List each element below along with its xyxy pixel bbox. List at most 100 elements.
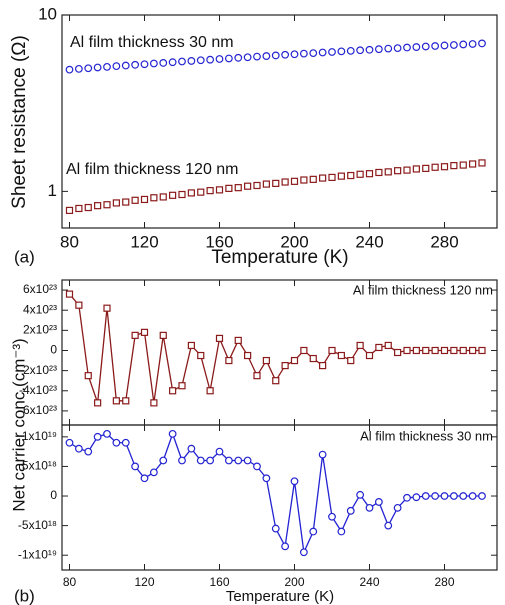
marker bbox=[187, 341, 195, 350]
x-axis-label: Temperature (K) bbox=[211, 247, 348, 268]
x-tick-label: 160 bbox=[205, 232, 233, 251]
marker bbox=[187, 57, 196, 65]
marker bbox=[262, 52, 271, 60]
marker bbox=[262, 356, 270, 365]
marker bbox=[459, 40, 468, 49]
marker bbox=[281, 542, 290, 551]
marker bbox=[290, 177, 299, 185]
marker bbox=[365, 503, 374, 512]
marker bbox=[319, 361, 327, 370]
marker bbox=[337, 527, 346, 536]
marker bbox=[272, 377, 280, 385]
marker bbox=[440, 163, 449, 171]
marker bbox=[281, 361, 289, 370]
marker bbox=[328, 48, 336, 56]
marker bbox=[131, 331, 139, 339]
marker bbox=[468, 492, 477, 500]
marker bbox=[309, 175, 317, 183]
marker bbox=[328, 173, 336, 182]
marker bbox=[121, 438, 130, 447]
marker bbox=[356, 490, 365, 499]
marker bbox=[271, 51, 280, 60]
marker bbox=[178, 382, 186, 390]
marker bbox=[131, 60, 140, 69]
marker bbox=[65, 438, 74, 447]
marker bbox=[215, 186, 224, 194]
marker bbox=[375, 168, 383, 177]
marker bbox=[131, 462, 140, 471]
marker bbox=[403, 43, 411, 52]
panel-label: (a) bbox=[14, 247, 35, 266]
marker bbox=[149, 59, 158, 68]
marker bbox=[319, 174, 327, 182]
marker bbox=[431, 42, 440, 50]
x-axis-label: Temperature (K) bbox=[226, 588, 334, 605]
marker bbox=[74, 64, 83, 73]
y-tick-label: 10 bbox=[38, 4, 57, 23]
marker bbox=[178, 57, 186, 66]
marker bbox=[93, 432, 102, 441]
marker bbox=[253, 52, 261, 61]
marker bbox=[347, 171, 355, 180]
x-tick-label: 280 bbox=[430, 232, 458, 251]
marker bbox=[206, 55, 215, 64]
marker bbox=[431, 163, 439, 171]
marker bbox=[131, 196, 139, 204]
y-tick-label: -5x10¹⁸ bbox=[18, 518, 57, 532]
plot-frame bbox=[61, 14, 498, 229]
y-axis-label: Net carrier conc.(cm⁻³) bbox=[9, 338, 28, 511]
y-tick-label: 0 bbox=[50, 343, 57, 357]
marker bbox=[253, 181, 261, 190]
marker bbox=[422, 164, 430, 172]
x-tick-label: 200 bbox=[284, 575, 304, 589]
marker bbox=[478, 346, 486, 355]
marker bbox=[421, 42, 430, 51]
marker bbox=[468, 40, 477, 48]
series-label: Al film thickness 30 nm bbox=[360, 428, 493, 443]
y-tick-label: 4x10²³ bbox=[23, 302, 57, 316]
x-tick-label: 240 bbox=[355, 232, 383, 251]
marker bbox=[224, 456, 233, 465]
marker bbox=[440, 492, 449, 500]
y-tick-label: -4x10²³ bbox=[19, 383, 57, 397]
marker bbox=[459, 161, 467, 169]
marker bbox=[365, 351, 374, 360]
marker bbox=[122, 397, 130, 405]
marker bbox=[469, 160, 477, 168]
marker bbox=[178, 190, 186, 199]
plot-frame bbox=[61, 424, 498, 571]
marker bbox=[244, 351, 252, 360]
y-tick-label: -6x10²³ bbox=[19, 403, 57, 417]
marker bbox=[206, 456, 215, 465]
marker bbox=[197, 188, 205, 196]
marker bbox=[365, 45, 374, 54]
marker bbox=[225, 184, 233, 192]
marker bbox=[299, 548, 308, 557]
marker bbox=[234, 336, 242, 345]
marker bbox=[346, 506, 355, 515]
marker bbox=[159, 331, 167, 339]
marker bbox=[84, 372, 92, 380]
y-tick-label: 0 bbox=[50, 488, 57, 502]
marker bbox=[271, 524, 280, 533]
marker bbox=[225, 356, 233, 365]
marker bbox=[103, 62, 111, 71]
marker bbox=[459, 492, 468, 500]
marker bbox=[281, 50, 290, 59]
marker bbox=[234, 456, 243, 465]
y-tick-label: 1 bbox=[48, 181, 57, 200]
marker bbox=[65, 290, 74, 298]
marker bbox=[440, 346, 449, 355]
marker bbox=[346, 46, 355, 55]
marker bbox=[84, 447, 93, 456]
marker bbox=[290, 356, 299, 365]
marker bbox=[140, 60, 149, 69]
marker bbox=[122, 198, 130, 206]
marker bbox=[449, 41, 458, 49]
marker bbox=[112, 62, 121, 71]
y-tick-label: -1x10¹⁹ bbox=[18, 547, 57, 561]
x-tick-label: 80 bbox=[63, 575, 77, 589]
marker bbox=[412, 346, 420, 355]
y-tick-label: -2x10²³ bbox=[19, 363, 57, 377]
marker bbox=[403, 166, 411, 174]
